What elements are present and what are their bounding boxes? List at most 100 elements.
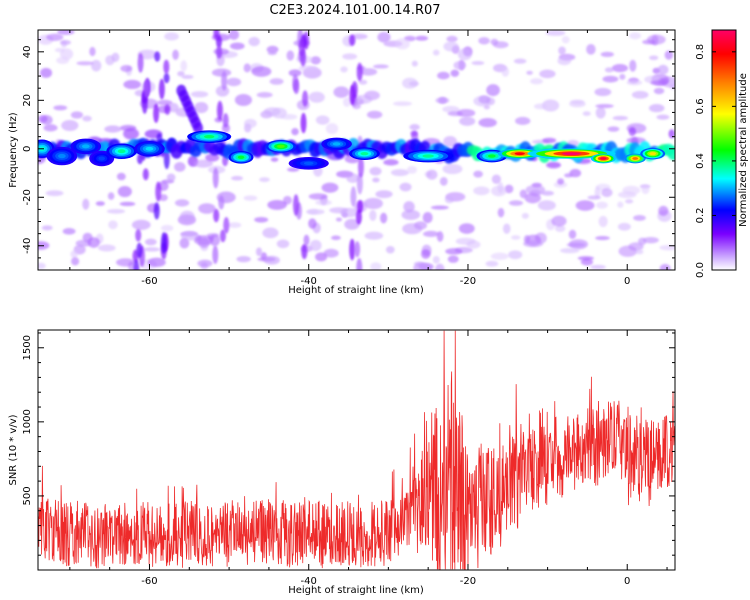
spectrogram-speckle [594, 87, 612, 97]
spectrogram-speckle [590, 264, 606, 270]
colorbar-tick-label: 0.8 [695, 44, 706, 60]
spectrogram-speckle [107, 192, 115, 200]
spectrogram-peak [632, 157, 639, 160]
spectrogram-speckle [351, 33, 368, 40]
spectrogram-speckle [619, 73, 626, 80]
spectrogram-speckle [553, 181, 568, 188]
spectrogram-speckle [607, 126, 620, 132]
spectrogram-streak [133, 259, 140, 270]
spectrogram-speckle [377, 31, 391, 43]
colorbar-label: Normalized spectral amplitude [738, 73, 749, 227]
spectrogram-speckle [575, 200, 595, 211]
spectrogram-speckle [120, 65, 133, 72]
spectrogram-speckle [143, 247, 161, 252]
spectrogram-speckle [131, 219, 151, 230]
spectrogram-speckle [653, 87, 665, 95]
spectrogram-speckle [174, 199, 190, 207]
spectrogram-speckle [596, 201, 608, 209]
spectrogram-speckle [46, 33, 64, 41]
spectrogram-speckle [450, 69, 460, 77]
spectrogram-speckle [557, 178, 565, 185]
spectrogram-speckle [561, 36, 570, 44]
spectrogram-speckle [280, 113, 298, 120]
spectrogram-speckle [624, 199, 634, 204]
spectrogram-peak [145, 146, 154, 151]
spectrogram-speckle [87, 237, 100, 248]
y-tick-label: -40 [22, 238, 33, 254]
spectrogram-speckle [267, 51, 277, 56]
spectrogram-speckle [372, 177, 380, 183]
spectrogram-speckle [106, 208, 126, 214]
spectrogram-speckle [564, 173, 573, 178]
spectrogram-speckle [342, 53, 358, 60]
spectrogram-peak [600, 157, 607, 160]
spectrogram-speckle [446, 35, 458, 43]
spectrogram-speckle [642, 39, 656, 45]
spectrogram-speckle [568, 229, 577, 240]
snr-y-ticks: 500 1000 1500 [22, 332, 675, 556]
spectrogram-speckle [61, 120, 79, 131]
spectrogram-streak [221, 71, 228, 91]
spectrogram-speckle [458, 223, 475, 234]
spectrogram-speckle [230, 42, 245, 50]
snr-x-ticks: -60 -40 -20 0 [69, 330, 668, 587]
spectrogram-speckle [263, 255, 280, 265]
spectrogram-speckle [291, 128, 299, 136]
spectrogram-speckle [97, 244, 116, 252]
spectrogram-speckle [626, 137, 646, 144]
spectrogram-speckle [401, 209, 421, 221]
spectrogram-speckle [466, 240, 481, 249]
x-tick-label: 0 [624, 276, 630, 287]
spectrogram-speckle [166, 173, 176, 182]
spectrogram-speckle [533, 103, 547, 110]
spectrogram-speckle [569, 100, 586, 108]
spectrogram-speckle [650, 80, 669, 86]
spectrogram-speckle [486, 84, 500, 97]
spectrogram-peak [58, 153, 66, 159]
spectrogram-speckle [119, 201, 136, 207]
spectrogram-y-label: Frequency (Hz) [8, 112, 19, 188]
spectrogram-speckle [360, 68, 378, 76]
spectrogram-speckle [447, 255, 459, 263]
spectrogram-speckle [108, 220, 118, 230]
spectrogram-streak [351, 81, 358, 98]
spectrogram-speckle [617, 201, 624, 208]
spectrogram-speckle [442, 163, 463, 175]
spectrogram-speckle [409, 124, 420, 131]
spectrogram-speckle [267, 199, 287, 210]
spectrogram-x-ticks: -60 -40 -20 0 [69, 30, 668, 287]
spectrogram-speckle [490, 252, 509, 260]
spectrogram-speckle [447, 111, 463, 117]
spectrogram-speckle [234, 93, 252, 106]
spectrogram-streak [302, 90, 309, 107]
spectrogram-speckle [657, 64, 669, 75]
spectrogram-streak [356, 62, 363, 82]
spectrogram-speckle [457, 48, 472, 61]
spectrogram-streak [222, 113, 229, 128]
spectrogram-streak [213, 208, 220, 223]
spectrogram-speckle [325, 123, 339, 135]
spectrogram-speckle [179, 210, 195, 223]
spectrogram-speckle [307, 209, 319, 215]
spectrogram-speckle [413, 262, 432, 270]
spectrogram-speckle [211, 68, 232, 77]
spectrogram-streak [293, 194, 300, 216]
spectrogram-speckle [611, 63, 629, 73]
spectrogram-speckle [287, 167, 300, 172]
spectrogram-speckle [638, 237, 647, 246]
spectrogram-speckle [288, 69, 302, 77]
spectrogram-speckle [546, 161, 561, 169]
spectrogram-speckle [89, 46, 96, 57]
spectrogram-speckle [370, 262, 382, 270]
spectrogram-speckle [523, 240, 543, 248]
spectrogram-peak [81, 144, 90, 149]
spectrogram-speckle [91, 59, 102, 72]
spectrogram-speckle [545, 30, 566, 36]
y-tick-label: 500 [22, 486, 33, 505]
spectrogram-speckle [402, 223, 423, 235]
spectrogram-speckle [485, 260, 499, 267]
colorbar-ticks: 0.0 0.2 0.4 0.6 0.8 [695, 44, 736, 278]
spectrogram-streak [357, 156, 364, 178]
spectrogram-streak [153, 202, 160, 220]
spectrogram-streak [223, 217, 230, 234]
